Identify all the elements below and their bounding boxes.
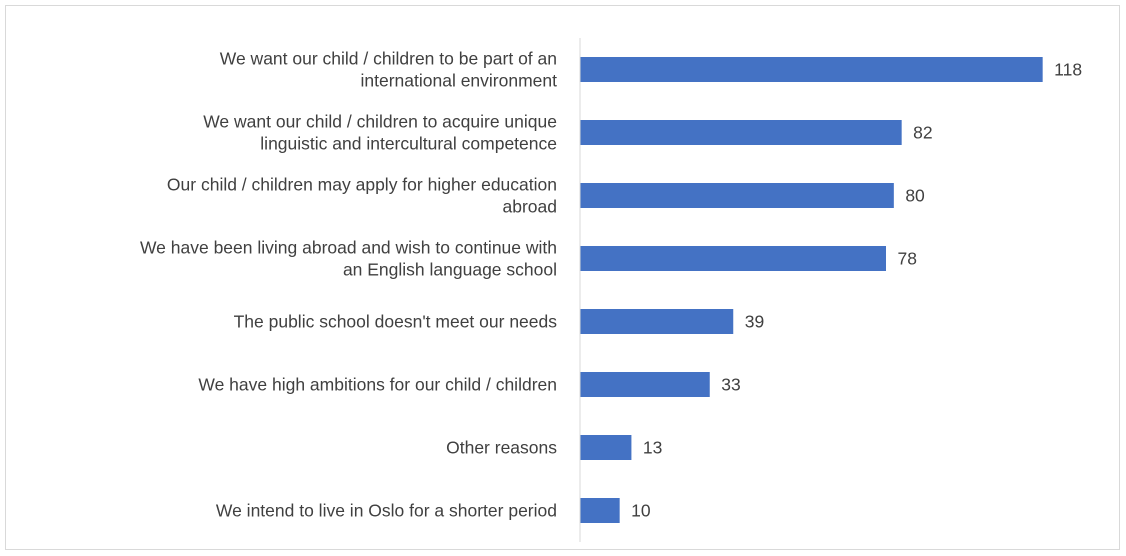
category-label: The public school doesn't meet our needs	[234, 312, 558, 332]
category-label: We want our child / children to acquire …	[203, 112, 557, 132]
bar	[580, 183, 894, 208]
category-label: Our child / children may apply for highe…	[167, 175, 557, 195]
category-label: We want our child / children to be part …	[220, 49, 557, 69]
category-label: linguistic and intercultural competence	[260, 134, 557, 154]
data-label: 10	[631, 501, 651, 521]
category-label: international environment	[360, 71, 557, 91]
data-label: 80	[905, 186, 925, 206]
bar	[580, 372, 710, 397]
category-label: Other reasons	[446, 438, 557, 458]
data-label: 118	[1054, 60, 1082, 80]
bar	[580, 57, 1043, 82]
data-label: 39	[745, 312, 764, 332]
bar	[580, 498, 620, 523]
data-label: 33	[721, 375, 740, 395]
data-label: 78	[898, 249, 917, 269]
bar	[580, 120, 902, 145]
category-label: We intend to live in Oslo for a shorter …	[216, 501, 557, 521]
bar	[580, 309, 734, 334]
bar	[580, 246, 886, 271]
data-label: 13	[643, 438, 662, 458]
category-label: an English language school	[343, 260, 557, 280]
data-label: 82	[913, 123, 932, 143]
category-label: We have high ambitions for our child / c…	[198, 375, 557, 395]
category-label: abroad	[503, 197, 558, 217]
bar	[580, 435, 632, 460]
chart-frame	[5, 5, 1120, 550]
category-label: We have been living abroad and wish to c…	[140, 238, 557, 258]
